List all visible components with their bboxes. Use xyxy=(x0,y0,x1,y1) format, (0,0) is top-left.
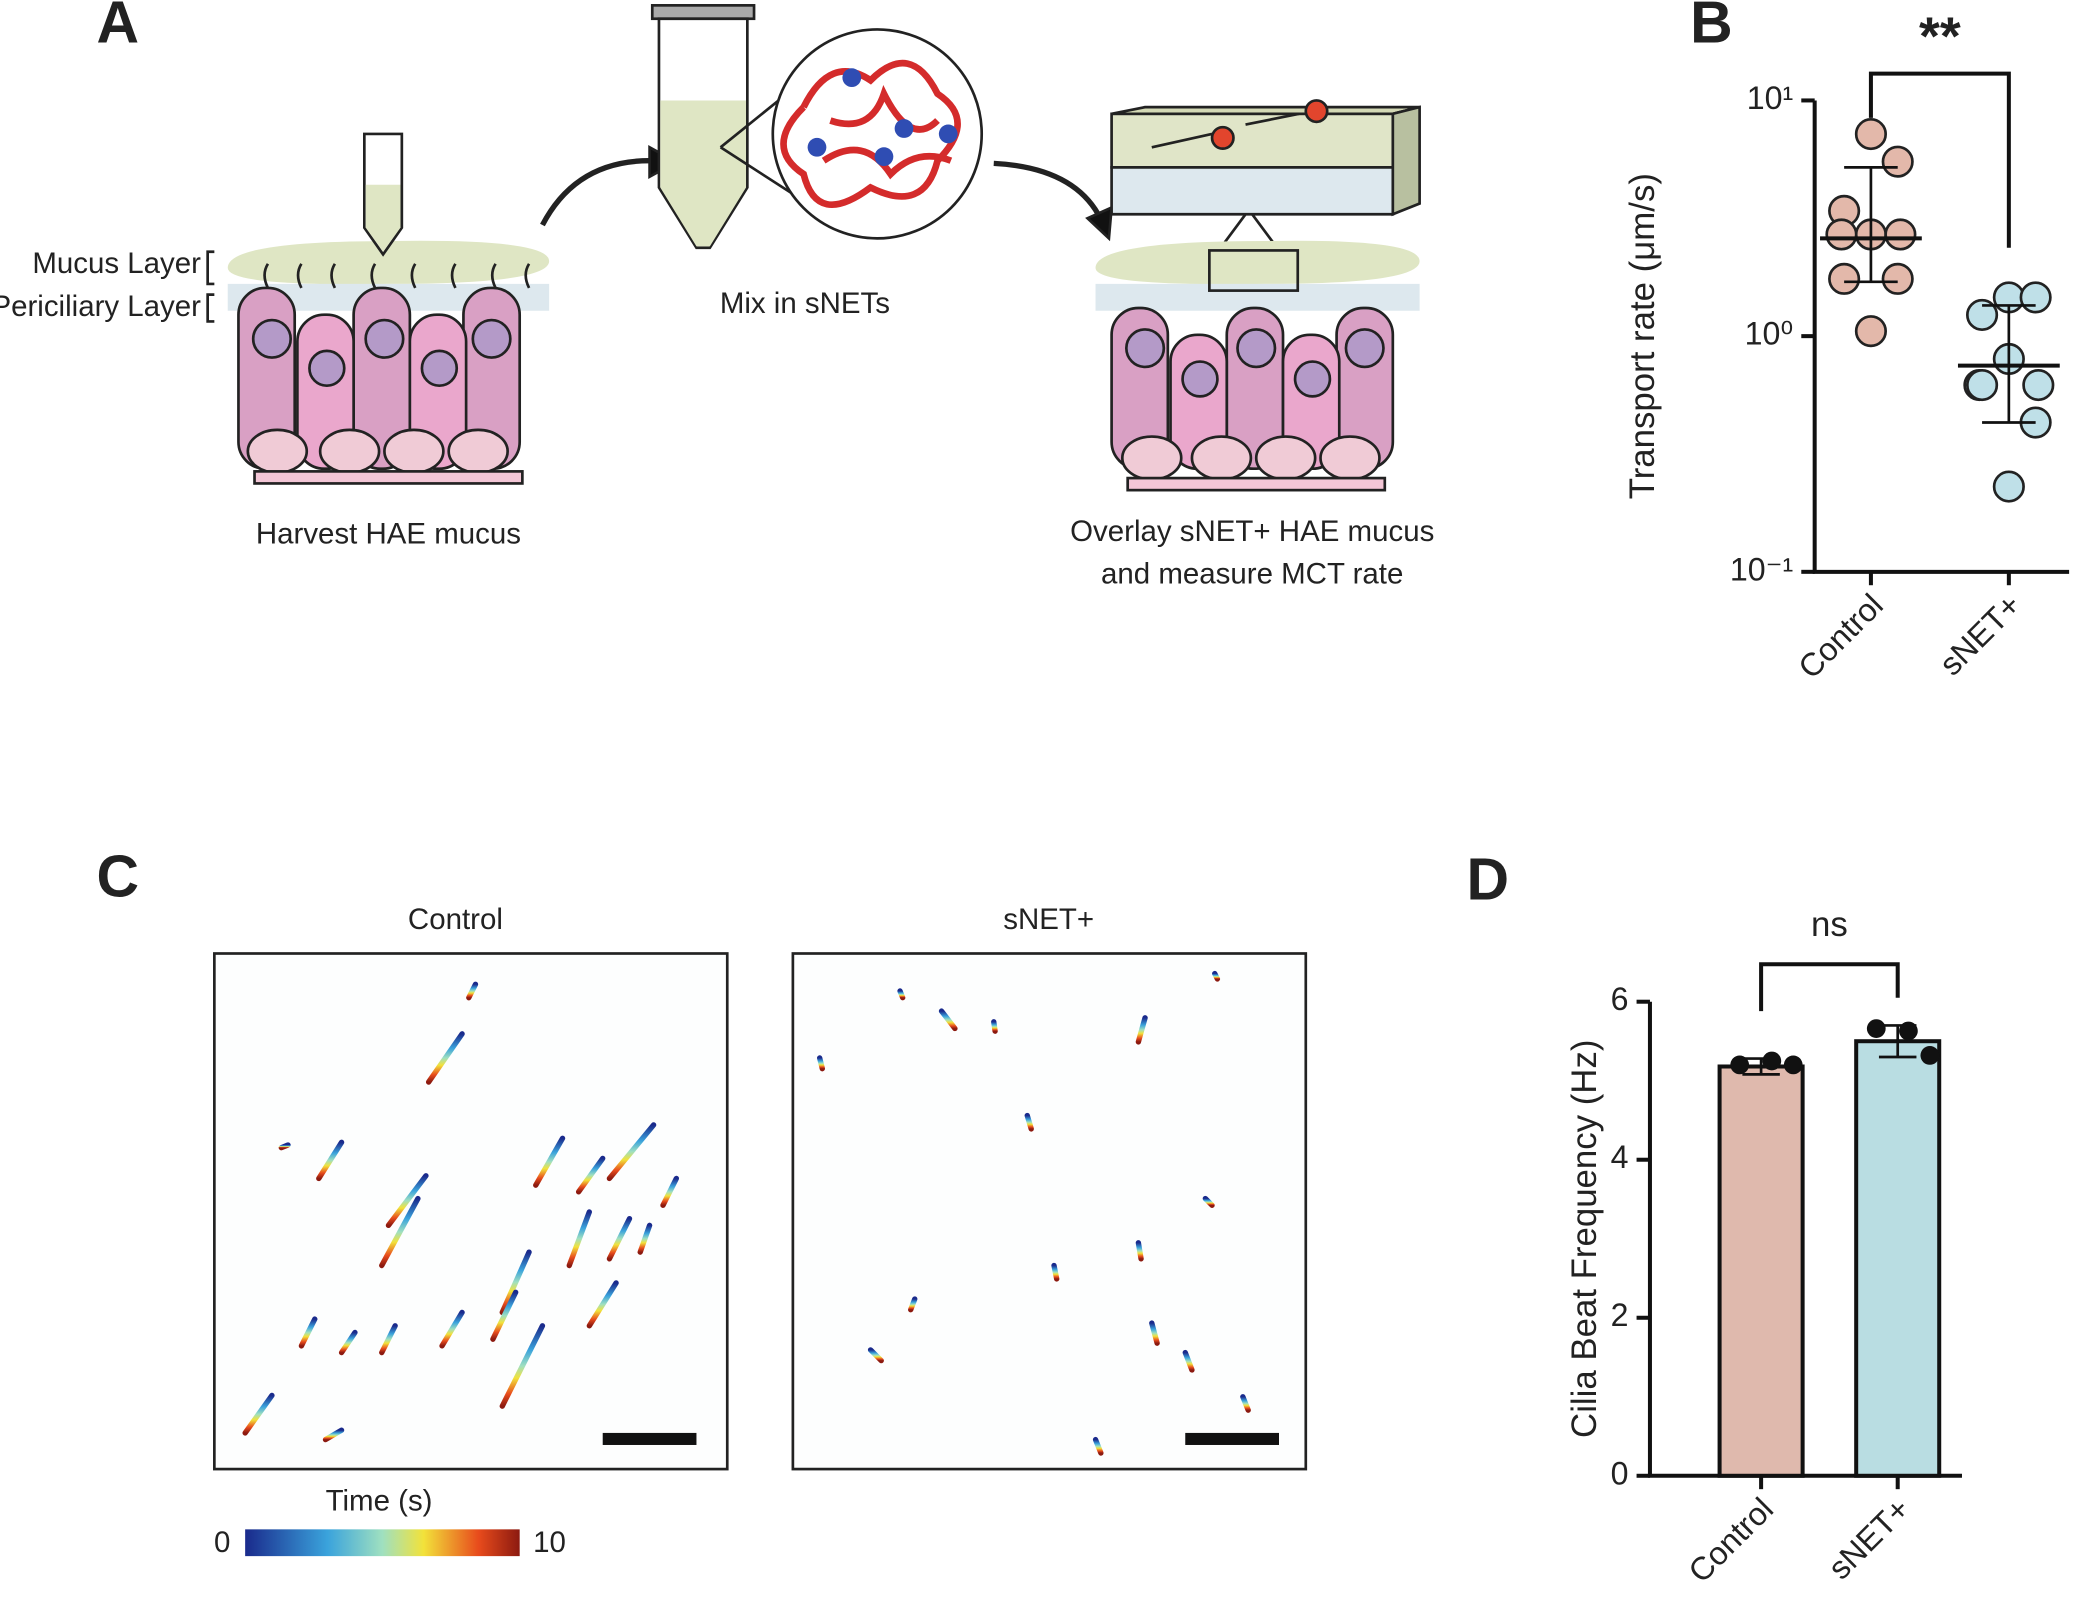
image-title: Control xyxy=(408,903,503,936)
data-point xyxy=(1992,470,2025,503)
data-point xyxy=(2019,281,2052,314)
panel-label: B xyxy=(1690,0,1733,55)
data-point xyxy=(1884,218,1917,251)
panel-label: A xyxy=(97,0,140,55)
image-title: sNET+ xyxy=(1003,903,1094,936)
x-tick-label: sNET+ xyxy=(1821,1491,1917,1587)
tracks xyxy=(242,970,1251,1456)
x-tick-label: sNET+ xyxy=(1932,587,2028,683)
data-point xyxy=(1825,218,1858,251)
y-tick-label: 2 xyxy=(1611,1297,1629,1333)
data-point xyxy=(1854,315,1887,348)
significance-label: ns xyxy=(1811,905,1848,944)
significance-bracket xyxy=(1759,962,1900,1012)
data-point xyxy=(1966,298,1999,332)
y-axis-label: Cilia Beat Frequency (Hz) xyxy=(1565,1040,1604,1438)
data-point xyxy=(1881,262,1914,295)
step-label: and measure MCT rate xyxy=(1101,558,1403,591)
layer-label: Mucus Layer xyxy=(32,247,201,280)
significance-label: ** xyxy=(1919,7,1961,66)
data-point xyxy=(1730,1055,1750,1075)
data-point xyxy=(1783,1055,1803,1075)
colorbar-tick: 0 xyxy=(214,1526,230,1559)
scale-bar xyxy=(602,1432,697,1445)
data-point xyxy=(1966,368,1999,402)
panel-label: D xyxy=(1466,847,1509,912)
step-label: Overlay sNET+ HAE mucus xyxy=(1070,515,1434,548)
data-point xyxy=(2022,368,2055,402)
image-frame xyxy=(791,952,1308,1471)
scale-bar xyxy=(1185,1432,1279,1445)
x-tick-label: Control xyxy=(1681,1491,1780,1590)
bar xyxy=(1854,1039,1942,1478)
colorbar-label: Time (s) xyxy=(326,1484,433,1517)
bar xyxy=(1717,1064,1805,1478)
y-tick-label: 10⁻¹ xyxy=(1730,551,1793,587)
panel-label: C xyxy=(97,845,140,910)
data-point xyxy=(1762,1051,1782,1071)
range-bar xyxy=(1982,304,2036,424)
image-frame xyxy=(213,952,729,1471)
colorbar-tick: 10 xyxy=(533,1526,566,1559)
colorbar xyxy=(245,1529,520,1557)
step-label: Mix in sNETs xyxy=(720,287,890,320)
data-point xyxy=(1866,1019,1886,1038)
axis xyxy=(1812,100,2070,574)
y-tick-label: 10¹ xyxy=(1747,80,1793,116)
data-point xyxy=(1920,1046,1940,1065)
step-label: Harvest HAE mucus xyxy=(256,517,521,550)
y-tick-label: 0 xyxy=(1611,1455,1629,1491)
data-point xyxy=(1899,1021,1918,1041)
layer-label: Periciliary Layer xyxy=(0,290,201,323)
y-tick-label: 6 xyxy=(1611,981,1629,1017)
data-point xyxy=(1854,117,1887,151)
significance-bracket xyxy=(1868,71,2011,248)
data-point xyxy=(1828,262,1861,295)
y-tick-label: 4 xyxy=(1611,1139,1629,1175)
diagram xyxy=(206,4,1421,492)
y-tick-label: 10⁰ xyxy=(1745,316,1794,352)
range-bar xyxy=(1844,166,1898,284)
data-point xyxy=(1881,145,1914,178)
x-tick-label: Control xyxy=(1791,587,1890,686)
y-axis-label: Transport rate (μm/s) xyxy=(1623,173,1662,499)
